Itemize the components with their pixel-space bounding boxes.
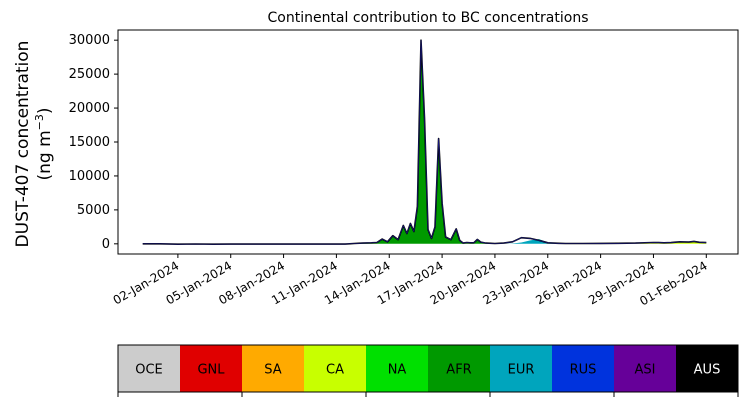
colorbar-swatch-na: [366, 345, 428, 392]
y-axis-unit-base: (ng m: [35, 130, 55, 180]
y-tick-label: 5000: [77, 203, 110, 218]
y-axis-label-units: (ng m−3): [33, 107, 55, 180]
colorbar-swatch-oce: [118, 345, 180, 392]
colorbar-legend: OCE GNL SA CA NA AFR EUR RUS ASI AUS: [117, 344, 739, 397]
colorbar-swatch-aus: [676, 345, 738, 392]
chart-title: Continental contribution to BC concentra…: [267, 10, 588, 26]
series-area-ca: [142, 241, 707, 244]
colorbar-swatch-ca: [304, 345, 366, 392]
y-tick-label: 0: [102, 237, 110, 252]
y-tick-label: 25000: [69, 67, 110, 82]
colorbar-label-gnl: GNL: [197, 363, 225, 378]
colorbar-swatch-eur: [490, 345, 552, 392]
series-area-afr: [142, 47, 707, 244]
y-tick-label: 10000: [69, 169, 110, 184]
plot-area: 05000100001500020000250003000002-Jan-202…: [69, 29, 739, 308]
colorbar-swatch-afr: [428, 345, 490, 392]
series-group: [142, 39, 707, 245]
y-axis-unit-exp: −3: [33, 114, 46, 130]
colorbar-label-ca: CA: [326, 363, 344, 378]
y-axis-label-line1: DUST-407 concentration: [13, 41, 33, 248]
colorbar-swatch-rus: [552, 345, 614, 392]
colorbar-label-oce: OCE: [135, 363, 163, 378]
colorbar-swatch-asi: [614, 345, 676, 392]
y-tick-label: 30000: [69, 33, 110, 48]
y-tick-label: 20000: [69, 101, 110, 116]
colorbar-frame: [117, 344, 739, 393]
colorbar-label-na: NA: [388, 363, 407, 378]
y-axis-unit-close: ): [35, 107, 55, 114]
y-tick-label: 15000: [69, 135, 110, 150]
y-axis-label: DUST-407 concentration: [13, 41, 33, 248]
colorbar-label-afr: AFR: [446, 363, 471, 378]
total-line-inner: [142, 39, 707, 245]
colorbar-label-eur: EUR: [508, 363, 535, 378]
colorbar-label-asi: ASI: [635, 363, 656, 378]
colorbar-swatch-gnl: [180, 345, 242, 392]
colorbar-label-sa: SA: [264, 363, 281, 378]
colorbar-swatch-sa: [242, 345, 304, 392]
colorbar-label-aus: AUS: [694, 363, 721, 378]
colorbar-label-rus: RUS: [570, 363, 597, 378]
